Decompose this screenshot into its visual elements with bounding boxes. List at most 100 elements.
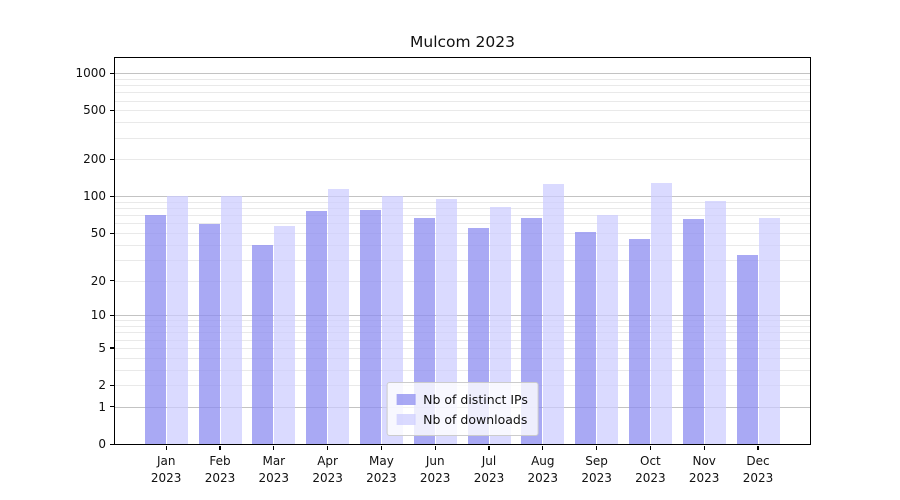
x-tick-label-jun-2023: Jun 2023 (407, 453, 463, 487)
x-tick-year: 2023 (688, 471, 720, 485)
bar-nb-of-downloads-oct-2023 (650, 182, 672, 444)
legend-swatch-nb-of-downloads (396, 413, 416, 425)
y-tick-100 (109, 195, 114, 198)
minor-gridline (115, 122, 810, 124)
x-tick-month: Aug (531, 454, 555, 468)
y-tick-20 (109, 280, 114, 282)
x-tick-label-jul-2023: Jul 2023 (461, 453, 517, 487)
x-tick-label-may-2023: May 2023 (353, 453, 409, 487)
y-tick-label-20: 20 (90, 273, 106, 288)
x-tick-year: 2023 (581, 471, 612, 485)
chart-title: Mulcom 2023 (410, 33, 515, 51)
x-tick-label-dec-2023: Dec 2023 (730, 453, 786, 487)
bar-nb-of-downloads-jan-2023 (166, 195, 188, 444)
minor-gridline (115, 369, 810, 371)
x-tick-month: Mar (262, 454, 286, 468)
legend-label-nb-of-downloads: Nb of downloads (423, 411, 528, 427)
y-tick-label-1: 1 (98, 399, 106, 414)
x-tick-sep-2023 (596, 445, 598, 450)
major-gridline (115, 315, 810, 317)
x-tick-year: 2023 (258, 471, 290, 485)
y-tick-label-5: 5 (98, 340, 106, 355)
x-tick-year: 2023 (473, 471, 505, 485)
x-tick-jan-2023 (165, 445, 167, 450)
minor-gridline (115, 347, 810, 349)
minor-gridline (115, 100, 810, 102)
x-tick-label-apr-2023: Apr 2023 (300, 453, 356, 487)
bar-nb-of-downloads-sep-2023 (597, 215, 619, 444)
y-tick-1000 (109, 72, 114, 74)
bar-nb-of-downloads-feb-2023 (220, 196, 242, 444)
x-tick-apr-2023 (327, 445, 329, 450)
bar-nb-of-downloads-dec-2023 (758, 217, 780, 444)
x-tick-feb-2023 (219, 445, 221, 450)
minor-gridline (115, 78, 810, 80)
bar-nb-of-distinct-ips-dec-2023 (736, 254, 758, 444)
x-tick-label-jan-2023: Jan 2023 (138, 453, 194, 487)
y-tick-label-2: 2 (98, 378, 106, 392)
legend-swatch-nb-of-distinct-ips (396, 393, 416, 405)
x-tick-oct-2023 (649, 445, 651, 450)
bar-nb-of-downloads-apr-2023 (328, 188, 350, 444)
x-tick-jul-2023 (488, 445, 490, 450)
minor-gridline (115, 339, 810, 341)
x-tick-mar-2023 (273, 445, 275, 450)
x-tick-label-oct-2023: Oct 2023 (622, 453, 678, 487)
y-tick-1 (109, 406, 114, 408)
bar-nb-of-downloads-nov-2023 (704, 200, 726, 444)
plot-area: Nb of distinct IPs Nb of downloads (115, 58, 810, 444)
minor-gridline (115, 357, 810, 359)
y-tick-label-0: 0 (98, 437, 106, 451)
minor-gridline (115, 280, 810, 282)
x-tick-label-nov-2023: Nov 2023 (676, 453, 732, 487)
minor-gridline (115, 332, 810, 334)
minor-gridline (115, 201, 810, 203)
x-tick-month: Jul (481, 454, 497, 468)
y-tick-5 (109, 347, 114, 349)
minor-gridline (115, 326, 810, 328)
legend-item-nb-of-distinct-ips: Nb of distinct IPs (396, 389, 528, 409)
x-tick-month: Nov (692, 454, 716, 468)
x-tick-label-aug-2023: Aug 2023 (515, 453, 571, 487)
minor-gridline (115, 137, 810, 139)
x-tick-year: 2023 (366, 471, 397, 485)
bar-nb-of-downloads-aug-2023 (543, 184, 565, 444)
bar-nb-of-distinct-ips-nov-2023 (682, 219, 704, 444)
x-tick-month: Jun (425, 454, 445, 468)
bar-nb-of-distinct-ips-apr-2023 (306, 210, 328, 444)
x-tick-nov-2023 (703, 445, 705, 450)
minor-gridline (115, 110, 810, 112)
bar-nb-of-distinct-ips-jan-2023 (144, 215, 166, 444)
x-tick-year: 2023 (204, 471, 236, 485)
y-tick-2 (109, 384, 114, 386)
y-tick-label-500: 500 (83, 103, 106, 118)
x-tick-year: 2023 (312, 471, 343, 485)
minor-gridline (115, 233, 810, 234)
x-tick-jun-2023 (434, 445, 436, 450)
minor-gridline (115, 223, 810, 225)
x-tick-year: 2023 (635, 471, 666, 485)
x-tick-year: 2023 (150, 471, 182, 485)
x-tick-month: Apr (317, 454, 338, 468)
y-tick-label-10: 10 (90, 308, 106, 323)
x-tick-dec-2023 (757, 445, 759, 450)
minor-gridline (115, 320, 810, 322)
x-tick-label-mar-2023: Mar 2023 (246, 453, 302, 487)
x-tick-month: Feb (209, 454, 231, 468)
y-tick-label-50: 50 (90, 226, 106, 240)
minor-gridline (115, 208, 810, 210)
bar-nb-of-distinct-ips-oct-2023 (628, 238, 650, 444)
x-tick-year: 2023 (742, 471, 774, 485)
y-tick-200 (109, 158, 114, 161)
y-tick-label-1000: 1000 (75, 66, 106, 81)
x-tick-month: Sep (585, 454, 608, 468)
bar-nb-of-distinct-ips-feb-2023 (198, 224, 220, 444)
legend-label-nb-of-distinct-ips: Nb of distinct IPs (423, 391, 528, 407)
major-gridline (115, 73, 810, 75)
y-tick-label-100: 100 (83, 189, 106, 204)
x-tick-month: Jan (156, 454, 176, 468)
x-tick-aug-2023 (542, 445, 544, 450)
y-tick-10 (109, 314, 114, 316)
y-tick-50 (109, 232, 114, 234)
